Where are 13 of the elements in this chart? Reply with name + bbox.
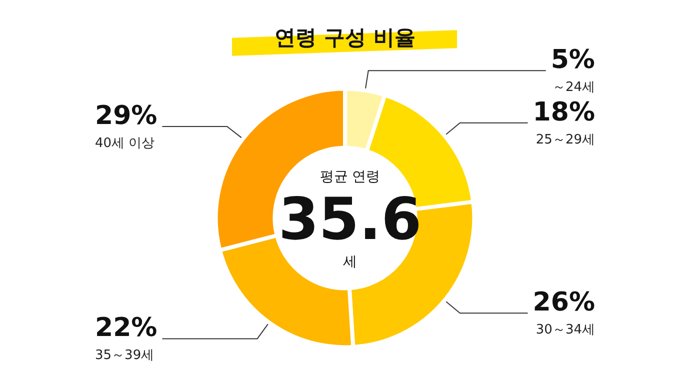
slice-label: 40세 이상 [95,136,155,152]
data-label: 22% [95,313,158,344]
slice-label: 25～29세 [536,132,595,148]
slice-label: 35～39세 [95,348,154,364]
slice-label: 30～34세 [536,322,595,338]
data-label: 29% [95,101,158,132]
data-label: 18% [532,97,595,128]
text: 평균 연령 [320,169,380,185]
slice-label: ～24세 [552,80,595,96]
text: 세 [343,254,357,270]
data-label: 26% [532,288,595,318]
data-label: 5% [550,45,595,76]
text: 35.6 [278,185,422,253]
